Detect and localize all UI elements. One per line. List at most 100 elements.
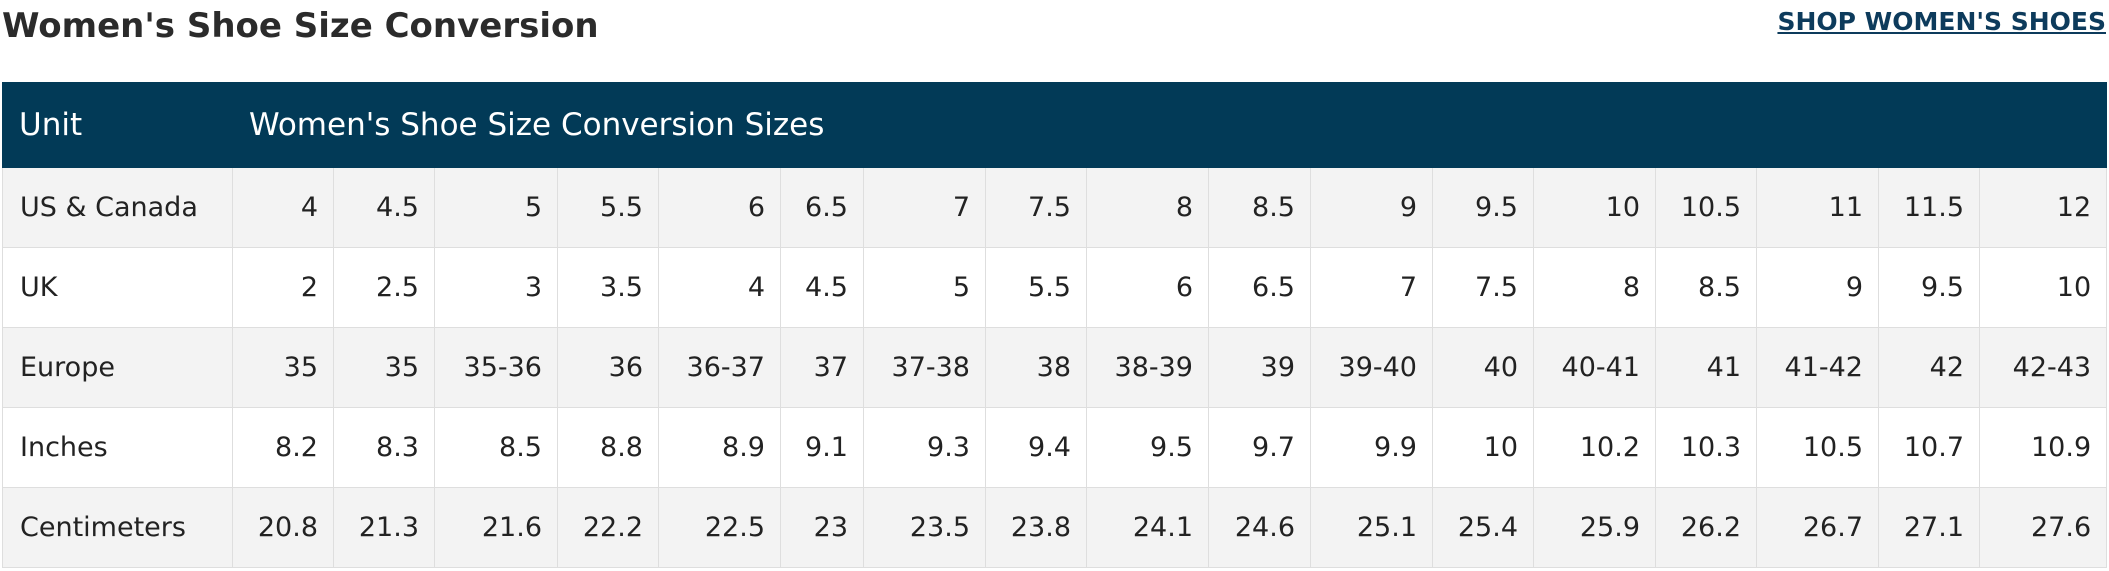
size-cell: 4.5 bbox=[780, 247, 864, 328]
size-cell: 9.7 bbox=[1208, 407, 1311, 488]
sizes-column-header: Women's Shoe Size Conversion Sizes bbox=[231, 82, 2108, 168]
size-cell: 24.1 bbox=[1086, 487, 1209, 568]
shop-womens-shoes-link[interactable]: SHOP WOMEN'S SHOES bbox=[1777, 7, 2106, 36]
table-row: Inches 8.2 8.3 8.5 8.8 8.9 9.1 9.3 9.4 9.5 9.7 9.9 1… bbox=[2, 407, 2108, 488]
size-cell: 37 bbox=[780, 327, 864, 408]
size-cell: 9.9 bbox=[1310, 407, 1433, 488]
size-cell: 40-41 bbox=[1533, 327, 1656, 408]
size-cell: 5 bbox=[863, 247, 986, 328]
size-cell: 39-40 bbox=[1310, 327, 1433, 408]
size-cell: 9.1 bbox=[780, 407, 864, 488]
size-cell: 10 bbox=[1978, 247, 2108, 328]
size-cell: 23 bbox=[780, 487, 864, 568]
size-cell: 4 bbox=[658, 247, 781, 328]
size-cell: 24.6 bbox=[1208, 487, 1311, 568]
size-cell: 7 bbox=[1310, 247, 1433, 328]
size-cell: 6 bbox=[1086, 247, 1209, 328]
size-cell: 41-42 bbox=[1756, 327, 1879, 408]
size-cell: 6.5 bbox=[780, 167, 864, 248]
table-row: Centimeters 20.8 21.3 21.6 22.2 22.5 23 23.5 23.… bbox=[2, 487, 2108, 568]
size-cell: 9.5 bbox=[1086, 407, 1209, 488]
size-cell: 20.8 bbox=[232, 487, 334, 568]
size-cell: 10.5 bbox=[1655, 167, 1757, 248]
size-cell: 10.9 bbox=[1978, 407, 2108, 488]
size-cell: 40 bbox=[1432, 327, 1534, 408]
size-cell: 4.5 bbox=[333, 167, 435, 248]
size-cell: 35-36 bbox=[434, 327, 558, 408]
size-cell: 8.5 bbox=[1208, 167, 1311, 248]
size-cell: 25.4 bbox=[1432, 487, 1534, 568]
size-cell: 38-39 bbox=[1086, 327, 1209, 408]
page-title: Women's Shoe Size Conversion bbox=[2, 6, 599, 46]
size-cell: 2.5 bbox=[333, 247, 435, 328]
size-cell: 21.6 bbox=[434, 487, 558, 568]
size-cell: 4 bbox=[232, 167, 334, 248]
size-cell: 8.5 bbox=[1655, 247, 1757, 328]
size-cell: 35 bbox=[232, 327, 334, 408]
size-cell: 26.7 bbox=[1756, 487, 1879, 568]
size-conversion-table: Unit Women's Shoe Size Conversion Sizes … bbox=[2, 82, 2108, 568]
size-cell: 9.5 bbox=[1878, 247, 1980, 328]
size-cell: 27.1 bbox=[1878, 487, 1980, 568]
size-cell: 21.3 bbox=[333, 487, 435, 568]
size-cell: 6.5 bbox=[1208, 247, 1311, 328]
size-cell: 10.3 bbox=[1655, 407, 1757, 488]
size-cell: 7.5 bbox=[1432, 247, 1534, 328]
size-cell: 9.4 bbox=[985, 407, 1087, 488]
size-cell: 5.5 bbox=[557, 167, 659, 248]
size-cell: 8 bbox=[1086, 167, 1209, 248]
size-cell: 5 bbox=[434, 167, 558, 248]
size-cell: 10 bbox=[1533, 167, 1656, 248]
size-cell: 9.5 bbox=[1432, 167, 1534, 248]
size-cell: 25.9 bbox=[1533, 487, 1656, 568]
size-cell: 41 bbox=[1655, 327, 1757, 408]
size-cell: 8 bbox=[1533, 247, 1656, 328]
table-row: US & Canada 4 4.5 5 5.5 6 6.5 7 7.5 8 8.5 9 9.5 10 10.… bbox=[2, 167, 2108, 248]
row-label: Inches bbox=[2, 407, 233, 488]
size-cell: 12 bbox=[1978, 167, 2108, 248]
table-row: Europe 35 35 35-36 36 36-37 37 37-38 38 38-39 39 39… bbox=[2, 327, 2108, 408]
size-cell: 38 bbox=[985, 327, 1087, 408]
row-label: Europe bbox=[2, 327, 233, 408]
row-label: US & Canada bbox=[2, 167, 233, 248]
size-cell: 10.7 bbox=[1878, 407, 1980, 488]
size-cell: 27.6 bbox=[1978, 487, 2108, 568]
size-cell: 3 bbox=[434, 247, 558, 328]
size-cell: 36 bbox=[557, 327, 659, 408]
size-cell: 11.5 bbox=[1878, 167, 1980, 248]
size-cell: 23.5 bbox=[863, 487, 986, 568]
unit-column-header: Unit bbox=[2, 82, 233, 168]
size-cell: 8.8 bbox=[557, 407, 659, 488]
size-cell: 8.9 bbox=[658, 407, 781, 488]
row-label: UK bbox=[2, 247, 233, 328]
size-cell: 7 bbox=[863, 167, 986, 248]
size-cell: 25.1 bbox=[1310, 487, 1433, 568]
size-cell: 37-38 bbox=[863, 327, 986, 408]
size-cell: 10.5 bbox=[1756, 407, 1879, 488]
size-cell: 9 bbox=[1756, 247, 1879, 328]
table-row: UK 2 2.5 3 3.5 4 4.5 5 5.5 6 6.5 7 7.5 8 8.5 9 9.5 10 bbox=[2, 247, 2108, 328]
size-cell: 26.2 bbox=[1655, 487, 1757, 568]
row-label: Centimeters bbox=[2, 487, 233, 568]
size-cell: 22.2 bbox=[557, 487, 659, 568]
size-cell: 8.2 bbox=[232, 407, 334, 488]
size-cell: 3.5 bbox=[557, 247, 659, 328]
size-cell: 42-43 bbox=[1978, 327, 2108, 408]
size-cell: 35 bbox=[333, 327, 435, 408]
size-cell: 9.3 bbox=[863, 407, 986, 488]
size-cell: 8.5 bbox=[434, 407, 558, 488]
size-cell: 22.5 bbox=[658, 487, 781, 568]
size-cell: 42 bbox=[1878, 327, 1980, 408]
size-cell: 8.3 bbox=[333, 407, 435, 488]
size-cell: 9 bbox=[1310, 167, 1433, 248]
size-cell: 5.5 bbox=[985, 247, 1087, 328]
size-cell: 36-37 bbox=[658, 327, 781, 408]
table-body: US & Canada 4 4.5 5 5.5 6 6.5 7 7.5 8 8.5 9 9.5 10 10.… bbox=[2, 167, 2108, 568]
size-cell: 10 bbox=[1432, 407, 1534, 488]
size-cell: 7.5 bbox=[985, 167, 1087, 248]
size-cell: 23.8 bbox=[985, 487, 1087, 568]
size-cell: 2 bbox=[232, 247, 334, 328]
table-header-row: Unit Women's Shoe Size Conversion Sizes bbox=[2, 82, 2108, 168]
size-cell: 10.2 bbox=[1533, 407, 1656, 488]
size-cell: 6 bbox=[658, 167, 781, 248]
